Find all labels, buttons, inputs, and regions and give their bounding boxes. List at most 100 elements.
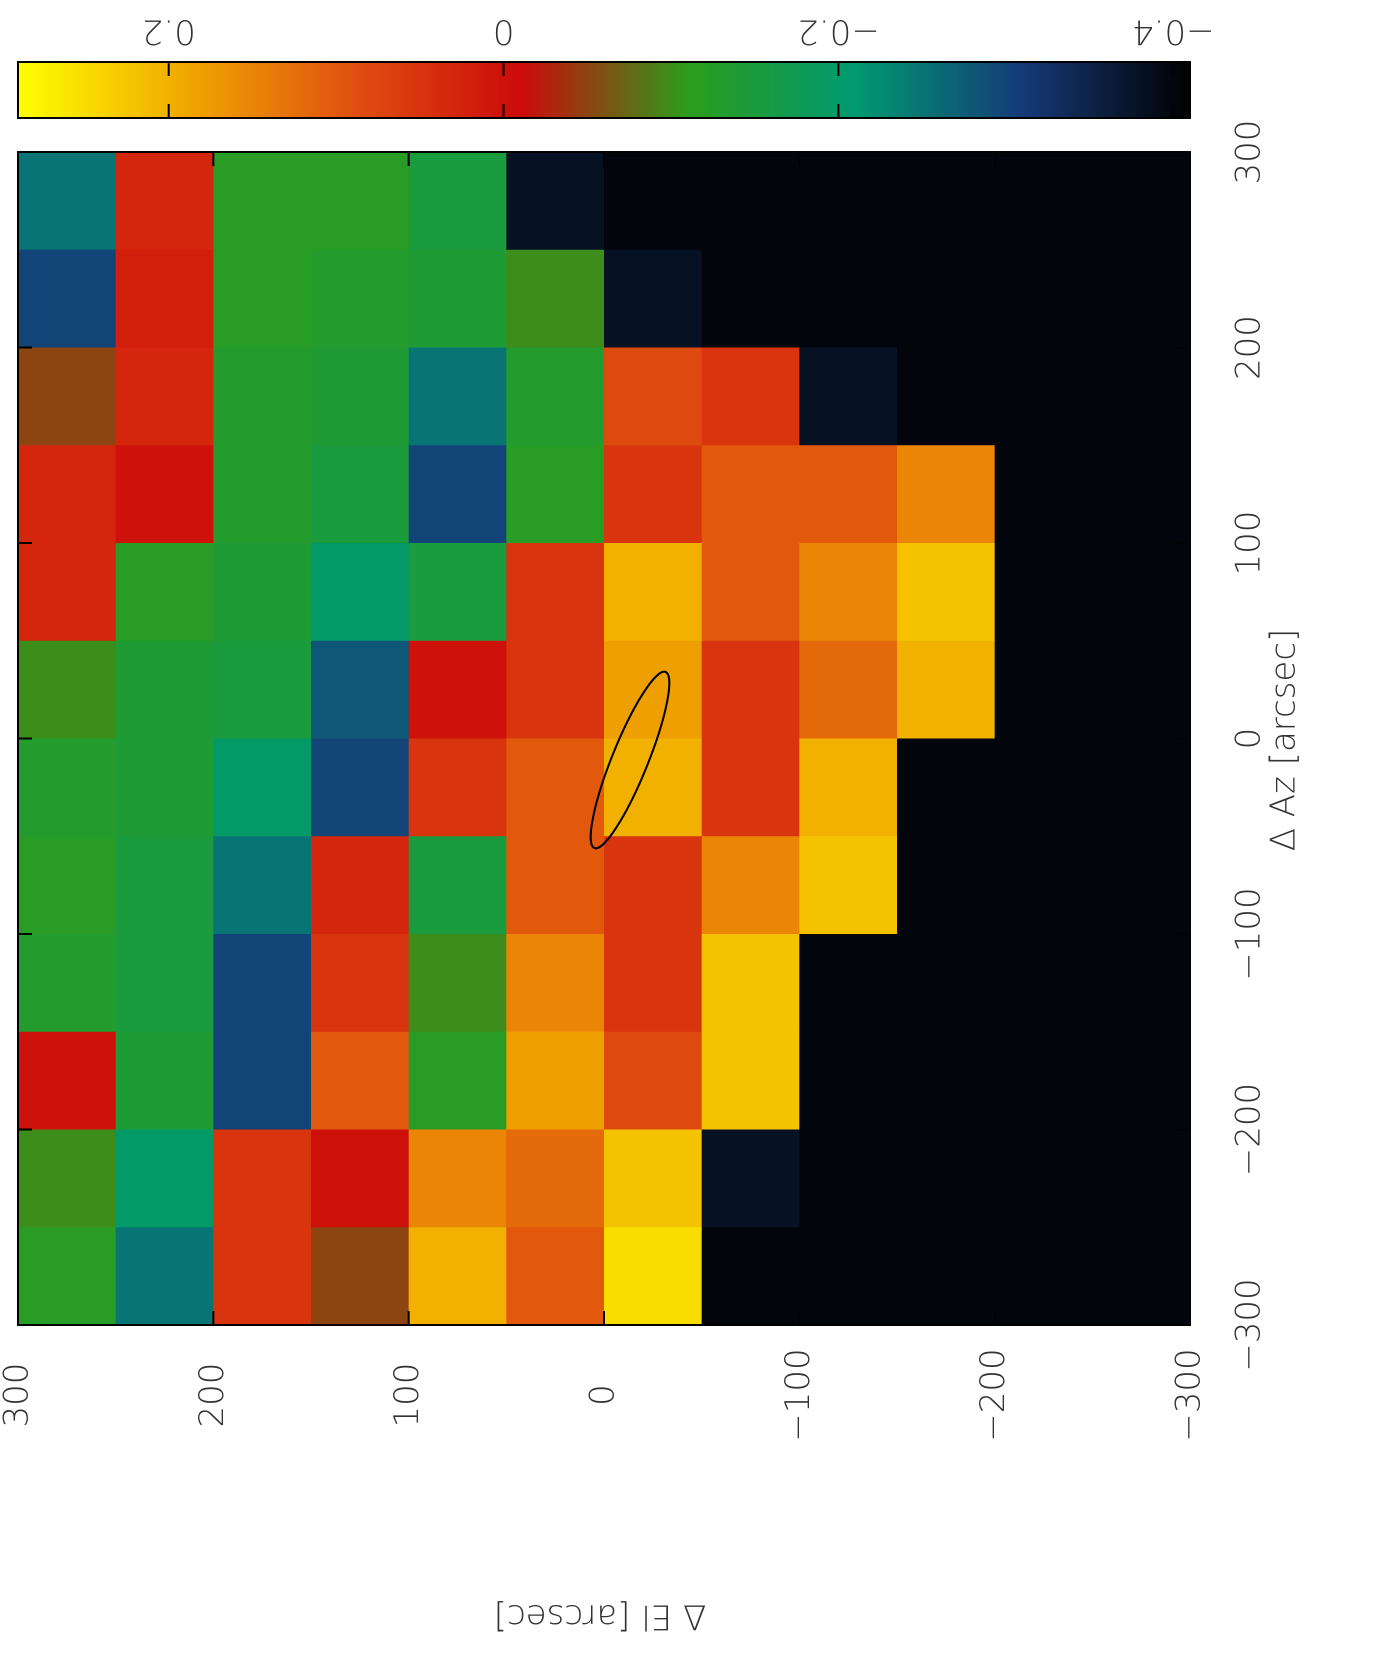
x-axis-label: Δ El [arcsec] (494, 1597, 706, 1637)
heatmap-cell (1092, 249, 1191, 348)
heatmap-cell (506, 347, 605, 446)
heatmap-cell (311, 836, 410, 935)
heatmap-cell (311, 152, 410, 251)
heatmap-cell (604, 543, 703, 642)
colorbar (18, 62, 1190, 118)
heatmap-cell (408, 543, 507, 642)
heatmap-cell (311, 1031, 410, 1130)
heatmap-cell (1092, 836, 1191, 935)
heatmap-cell (213, 836, 312, 935)
heatmap-cell (1092, 1129, 1191, 1228)
heatmap-cell (311, 347, 410, 446)
heatmap-cell (18, 445, 117, 544)
heatmap-cell (897, 249, 996, 348)
heatmap-cell (506, 152, 605, 251)
heatmap-cell (994, 640, 1093, 739)
y-tick-label: 300 (1229, 120, 1269, 185)
heatmap-cell (799, 347, 898, 446)
heatmap-cell (604, 934, 703, 1033)
heatmap-cell (115, 347, 214, 446)
heatmap-cell (701, 934, 800, 1033)
heatmap-cell (506, 1031, 605, 1130)
heatmap-cell (311, 640, 410, 739)
heatmap-cell (408, 445, 507, 544)
heatmap-cell (994, 1031, 1093, 1130)
heatmap-cell (311, 445, 410, 544)
heatmap-cell (994, 1129, 1093, 1228)
y-tick-label: −200 (1229, 1083, 1269, 1176)
heatmap-cell (311, 249, 410, 348)
heatmap-cell (18, 1031, 117, 1130)
heatmap-cell (408, 249, 507, 348)
heatmap-cell (506, 836, 605, 935)
heatmap-cell (994, 1227, 1093, 1326)
heatmap-cell (994, 445, 1093, 544)
heatmap-cell (506, 1129, 605, 1228)
heatmap-cell (18, 640, 117, 739)
heatmap-cell (799, 543, 898, 642)
heatmap-cell (701, 836, 800, 935)
heatmap-cell (994, 249, 1093, 348)
heatmap-cell (18, 152, 117, 251)
heatmap-cell (701, 738, 800, 837)
heatmap-cell (115, 249, 214, 348)
heatmap-cell (408, 640, 507, 739)
heatmap-cell (1092, 1227, 1191, 1326)
heatmap-cell (604, 445, 703, 544)
heatmap-cell (897, 445, 996, 544)
heatmap-cell (701, 1031, 800, 1130)
heatmap-cell (115, 543, 214, 642)
heatmap-cell (604, 836, 703, 935)
heatmap-cell (604, 640, 703, 739)
heatmap-cell (897, 1031, 996, 1130)
heatmap-cell (1092, 1031, 1191, 1130)
heatmap-cell (115, 836, 214, 935)
heatmap-cell (701, 543, 800, 642)
colorbar-tick-label: −0.2 (797, 12, 880, 52)
heatmap-cell (18, 836, 117, 935)
heatmap-cell (1092, 445, 1191, 544)
heatmap-cell (115, 640, 214, 739)
heatmap-cell (604, 347, 703, 446)
heatmap-cell (408, 1227, 507, 1326)
heatmap-cell (18, 543, 117, 642)
heatmap-cell (799, 152, 898, 251)
heatmap-cell (897, 1129, 996, 1228)
heatmap-cell (994, 738, 1093, 837)
heatmap-cell (604, 152, 703, 251)
heatmap-cell (994, 152, 1093, 251)
heatmap-cell (799, 1227, 898, 1326)
heatmap-cell (115, 934, 214, 1033)
heatmap-cell (408, 152, 507, 251)
x-tick-label: 100 (387, 1363, 427, 1428)
heatmap-cell (701, 152, 800, 251)
colorbar-frame (17, 61, 1191, 119)
y-tick-label: −100 (1229, 887, 1269, 980)
heatmap-cell (311, 934, 410, 1033)
heatmap-cell (213, 445, 312, 544)
heatmap-cell (701, 1129, 800, 1228)
heatmap-cell (18, 1129, 117, 1228)
heatmap-cell (213, 347, 312, 446)
heatmap-cell (701, 640, 800, 739)
heatmap-cell (213, 1129, 312, 1228)
heatmap-cell (799, 1031, 898, 1130)
heatmap-cell (701, 347, 800, 446)
heatmap-cell (213, 249, 312, 348)
heatmap-cell (897, 738, 996, 837)
heatmap-cell (799, 445, 898, 544)
y-tick-label: 200 (1229, 315, 1269, 380)
heatmap-cell (701, 249, 800, 348)
heatmap-cell (897, 347, 996, 446)
heatmap-cell (1092, 738, 1191, 837)
heatmap-cell (18, 738, 117, 837)
heatmap-cell (701, 1227, 800, 1326)
heatmap-cell (311, 1227, 410, 1326)
x-tick-label: −300 (1169, 1348, 1209, 1441)
colorbar-tick-label: 0.2 (142, 12, 196, 52)
x-tick-label: 300 (0, 1363, 37, 1428)
heatmap-cell (897, 836, 996, 935)
heatmap-cell (213, 152, 312, 251)
heatmap-cell (213, 1031, 312, 1130)
heatmap-cell (506, 543, 605, 642)
